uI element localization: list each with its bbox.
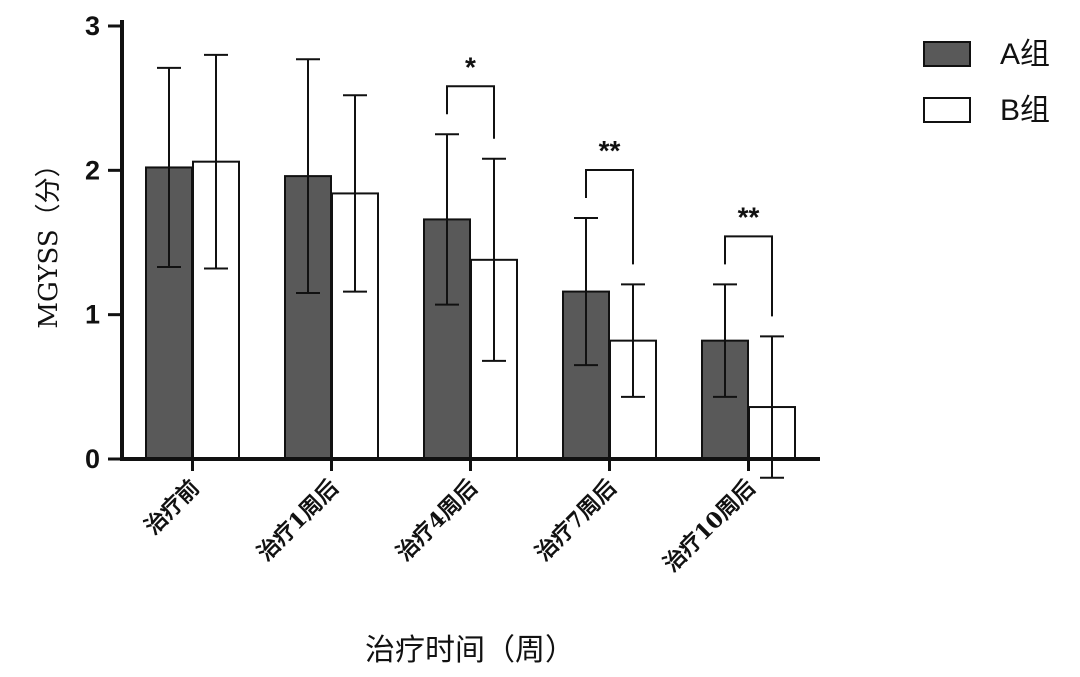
y-tick-label-2: 2 [85, 155, 100, 185]
significance-label-0: * [465, 51, 476, 82]
legend-swatch-a [923, 41, 971, 67]
significance-bracket-2 [724, 235, 773, 317]
legend: A组 B组 [923, 38, 1050, 127]
x-tick-label-2: 治疗4周后 [391, 475, 482, 566]
y-axis-title: MGYSS（分） [34, 151, 64, 328]
y-tick-label-0: 0 [85, 444, 100, 474]
y-tick-label-3: 3 [85, 11, 100, 41]
significance-bracket-0 [446, 85, 495, 139]
bars-layer [145, 160, 796, 461]
significance-label-1: ** [599, 135, 621, 166]
x-ticks-layer: 治疗前 治疗1周后 治疗4周后 治疗7周后 治疗10周后 [140, 459, 761, 577]
significance-label-2: ** [738, 201, 760, 232]
y-tick-label-1: 1 [85, 300, 100, 330]
legend-swatch-b [923, 97, 971, 123]
x-tick-label-3: 治疗7周后 [530, 475, 621, 566]
legend-label-b: B组 [1000, 94, 1050, 127]
x-tick-label-0: 治疗前 [140, 475, 205, 540]
significance-layer: ***** [446, 51, 773, 317]
error-bars-layer [157, 53, 784, 479]
legend-label-a: A组 [1000, 38, 1050, 71]
significance-bracket-1 [585, 168, 634, 265]
x-tick-label-4: 治疗10周后 [658, 475, 760, 577]
x-tick-label-1: 治疗1周后 [252, 475, 343, 566]
bar-b-1 [331, 192, 379, 460]
y-ticks-layer: 0 1 2 3 [85, 11, 122, 474]
x-axis-title: 治疗时间（周） [365, 633, 575, 668]
